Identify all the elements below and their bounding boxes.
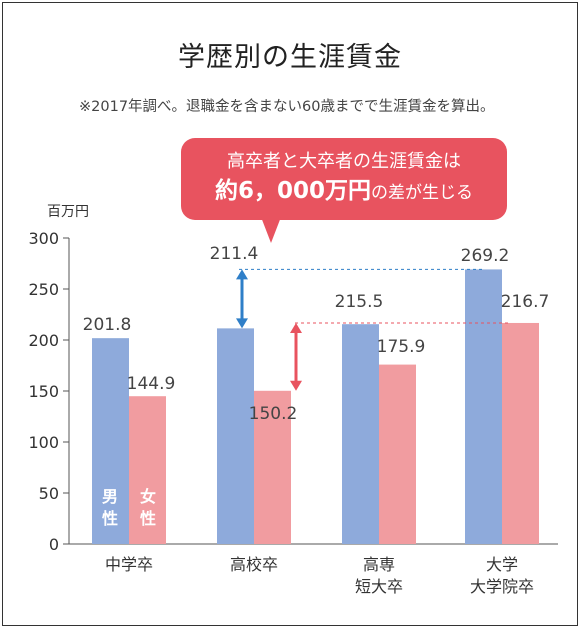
- legend-female-2: 性: [140, 509, 156, 528]
- y-tick-label: 50: [39, 484, 59, 503]
- y-axis-unit: 百万円: [47, 204, 89, 220]
- bar-male: [342, 324, 379, 544]
- value-label-female: 175.9: [377, 337, 426, 357]
- bar-female: [254, 390, 291, 544]
- legend-female-1: 女: [140, 487, 156, 506]
- callout-rest: の差が生じる: [371, 183, 473, 203]
- bar-male: [92, 338, 129, 544]
- female-diff-arrow-head-top: [290, 322, 302, 333]
- y-tick-label: 200: [28, 331, 59, 350]
- x-tick-label: 短大卒: [355, 577, 403, 596]
- legend-male-2: 性: [102, 509, 118, 528]
- value-label-female: 150.2: [249, 404, 298, 424]
- callout-box: 高卒者と大卒者の生涯賃金は 約6，000万円の差が生じる: [181, 138, 507, 220]
- y-tick-label: 0: [49, 535, 59, 554]
- bar-male: [465, 269, 502, 544]
- value-label-male: 201.8: [83, 315, 132, 335]
- callout-line1: 高卒者と大卒者の生涯賃金は: [227, 151, 461, 172]
- bar-female: [379, 364, 416, 544]
- value-label-female: 216.7: [501, 292, 550, 312]
- value-label-female: 144.9: [127, 374, 176, 394]
- chart-title: 学歴別の生涯賃金: [178, 42, 402, 73]
- female-diff-arrow-head-bottom: [290, 380, 302, 391]
- y-tick-label: 250: [28, 280, 59, 299]
- callout-tail: [261, 217, 281, 243]
- male-diff-arrow-head-top: [236, 269, 248, 280]
- x-tick-label: 高専: [363, 555, 395, 574]
- male-diff-arrow-head-bottom: [236, 318, 248, 329]
- value-label-male: 215.5: [335, 292, 384, 312]
- x-tick-label: 大学: [486, 555, 518, 574]
- value-label-male: 269.2: [461, 246, 510, 266]
- bar-male: [217, 328, 254, 544]
- bar-female: [129, 396, 166, 544]
- y-tick-label: 150: [28, 382, 59, 401]
- value-label-male: 211.4: [210, 244, 259, 264]
- chart-note: ※2017年調べ。退職金を含まない60歳までで生涯賃金を算出。: [79, 99, 495, 115]
- x-tick-label: 大学院卒: [470, 577, 534, 596]
- bar-female: [502, 322, 539, 544]
- x-tick-label: 中学卒: [105, 555, 153, 574]
- callout-line2: 約6，000万円の差が生じる: [181, 175, 507, 209]
- callout-amount: 約6，000万円: [214, 178, 371, 204]
- legend-male-1: 男: [102, 487, 118, 506]
- y-tick-label: 300: [28, 229, 59, 248]
- x-tick-label: 高校卒: [230, 555, 278, 574]
- y-tick-label: 100: [28, 433, 59, 452]
